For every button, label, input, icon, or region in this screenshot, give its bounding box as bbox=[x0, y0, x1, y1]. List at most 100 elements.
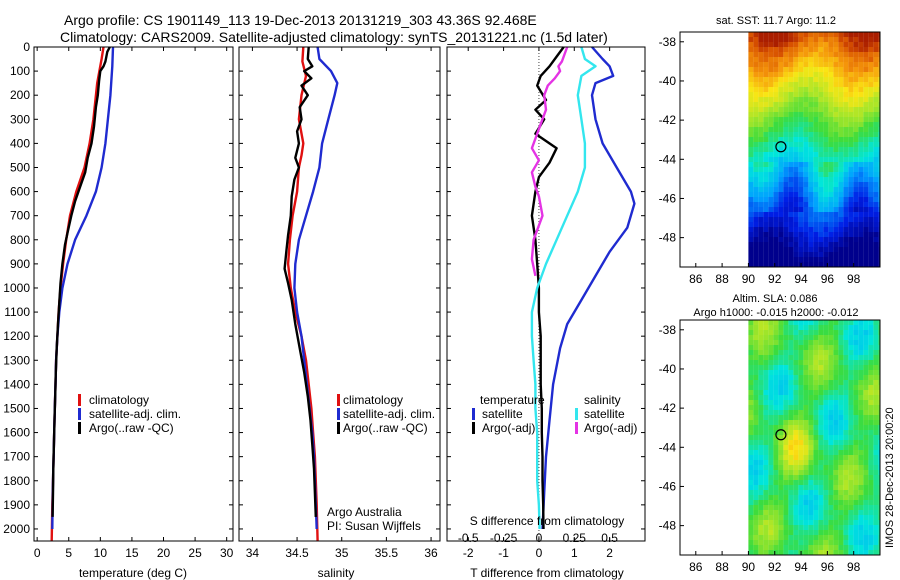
heatmap-cell bbox=[763, 107, 769, 112]
heatmap-cell bbox=[748, 97, 754, 102]
heatmap-cell bbox=[808, 157, 814, 162]
heatmap-cell bbox=[793, 182, 799, 187]
heatmap-cell bbox=[838, 350, 844, 355]
heatmap-cell bbox=[768, 187, 774, 192]
heatmap-cell bbox=[783, 355, 789, 360]
heatmap-cell bbox=[853, 440, 859, 445]
heatmap-cell bbox=[788, 112, 794, 117]
heatmap-cell bbox=[868, 385, 874, 390]
heatmap-cell bbox=[753, 117, 759, 122]
heatmap-cell bbox=[768, 117, 774, 122]
heatmap-cell bbox=[868, 67, 874, 72]
heatmap-cell bbox=[833, 202, 839, 207]
heatmap-cell bbox=[843, 42, 849, 47]
heatmap-cell bbox=[793, 72, 799, 77]
heatmap-cell bbox=[818, 107, 824, 112]
heatmap-cell bbox=[873, 177, 879, 182]
heatmap-cell bbox=[863, 530, 869, 535]
series-line-argo-raw-qc- bbox=[283, 46, 317, 517]
heatmap-cell bbox=[773, 415, 779, 420]
heatmap-cell bbox=[803, 127, 809, 132]
heatmap-cell bbox=[783, 525, 789, 530]
heatmap-cell bbox=[828, 435, 834, 440]
heatmap-cell bbox=[808, 380, 814, 385]
heatmap-cell bbox=[823, 470, 829, 475]
y-tick-label: 600 bbox=[10, 185, 30, 199]
heatmap-cell bbox=[778, 360, 784, 365]
heatmap-cell bbox=[793, 490, 799, 495]
heatmap-cell bbox=[783, 475, 789, 480]
heatmap-cell bbox=[798, 132, 804, 137]
heatmap-cell bbox=[873, 325, 879, 330]
heatmap-cell bbox=[818, 62, 824, 67]
heatmap-cell bbox=[808, 390, 814, 395]
heatmap-cell bbox=[778, 495, 784, 500]
heatmap-cell bbox=[793, 445, 799, 450]
heatmap-cell bbox=[878, 102, 880, 107]
heatmap-cell bbox=[783, 495, 789, 500]
heatmap-cell bbox=[823, 202, 829, 207]
heatmap-cell bbox=[778, 385, 784, 390]
legend-swatch-satellite bbox=[337, 408, 340, 420]
heatmap-cell bbox=[818, 132, 824, 137]
heatmap-cell bbox=[813, 42, 819, 47]
heatmap-cell bbox=[793, 340, 799, 345]
sla-map-title-line1: Altim. SLA: 0.086 bbox=[733, 293, 818, 305]
heatmap-cell bbox=[773, 335, 779, 340]
heatmap-cell bbox=[838, 365, 844, 370]
heatmap-cell bbox=[788, 330, 794, 335]
heatmap-cell bbox=[783, 227, 789, 232]
heatmap-cell bbox=[873, 227, 879, 232]
heatmap-cell bbox=[773, 202, 779, 207]
heatmap-cell bbox=[803, 505, 809, 510]
heatmap-cell bbox=[813, 147, 819, 152]
heatmap-cell bbox=[798, 157, 804, 162]
heatmap-cell bbox=[763, 197, 769, 202]
heatmap-cell bbox=[838, 415, 844, 420]
heatmap-cell bbox=[878, 340, 880, 345]
heatmap-cell bbox=[768, 320, 774, 325]
heatmap-cell bbox=[768, 455, 774, 460]
heatmap-cell bbox=[793, 320, 799, 325]
heatmap-cell bbox=[813, 67, 819, 72]
heatmap-cell bbox=[873, 425, 879, 430]
heatmap-cell bbox=[753, 425, 759, 430]
heatmap-cell bbox=[858, 475, 864, 480]
heatmap-cell bbox=[818, 435, 824, 440]
heatmap-cell bbox=[838, 47, 844, 52]
heatmap-cell bbox=[848, 242, 854, 247]
heatmap-cell bbox=[843, 360, 849, 365]
heatmap-cell bbox=[798, 470, 804, 475]
heatmap-cell bbox=[763, 157, 769, 162]
heatmap-cell bbox=[748, 102, 754, 107]
heatmap-cell bbox=[763, 510, 769, 515]
heatmap-cell bbox=[813, 420, 819, 425]
heatmap-cell bbox=[843, 172, 849, 177]
heatmap-cell bbox=[763, 37, 769, 42]
heatmap-cell bbox=[853, 360, 859, 365]
heatmap-cell bbox=[748, 207, 754, 212]
heatmap-cell bbox=[783, 197, 789, 202]
heatmap-cell bbox=[843, 440, 849, 445]
heatmap-cell bbox=[793, 405, 799, 410]
heatmap-cell bbox=[753, 187, 759, 192]
heatmap-cell bbox=[848, 192, 854, 197]
heatmap-cell bbox=[878, 132, 880, 137]
heatmap-cell bbox=[758, 152, 764, 157]
x-tick-label: 0 bbox=[536, 546, 543, 560]
heatmap-cell bbox=[858, 127, 864, 132]
heatmap-cell bbox=[803, 360, 809, 365]
heatmap-cell bbox=[833, 132, 839, 137]
heatmap-cell bbox=[813, 117, 819, 122]
heatmap-cell bbox=[858, 550, 864, 555]
heatmap-cell bbox=[858, 335, 864, 340]
heatmap-cell bbox=[833, 107, 839, 112]
heatmap-cell bbox=[793, 525, 799, 530]
heatmap-cell bbox=[823, 102, 829, 107]
heatmap-cell bbox=[798, 385, 804, 390]
heatmap-cell bbox=[808, 107, 814, 112]
heatmap-cell bbox=[783, 112, 789, 117]
heatmap-cell bbox=[758, 445, 764, 450]
heatmap-cell bbox=[823, 430, 829, 435]
heatmap-cell bbox=[843, 460, 849, 465]
